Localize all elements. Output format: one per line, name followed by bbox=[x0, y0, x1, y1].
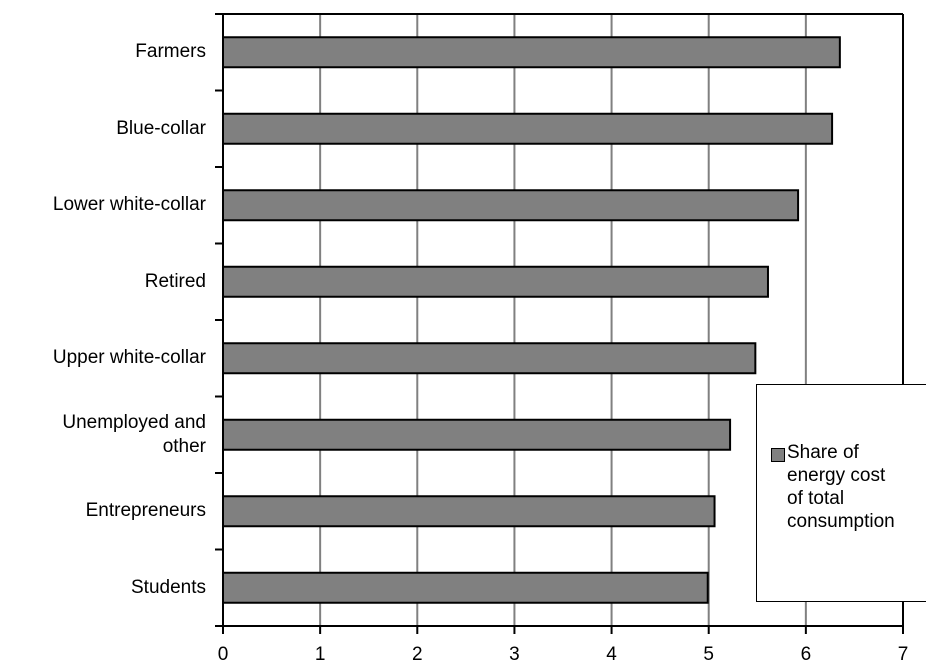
category-label: Students bbox=[131, 576, 206, 598]
x-tick-label: 7 bbox=[898, 644, 909, 664]
bar bbox=[222, 265, 769, 298]
category-label: Unemployed and other bbox=[62, 411, 206, 457]
x-tick-label: 5 bbox=[703, 644, 714, 664]
x-tick-label: 6 bbox=[801, 644, 812, 664]
bar bbox=[222, 342, 757, 375]
bar bbox=[222, 189, 800, 222]
category-label: Upper white-collar bbox=[52, 347, 206, 369]
category-label: Entrepreneurs bbox=[85, 500, 206, 522]
x-tick-label: 4 bbox=[606, 644, 617, 664]
legend: Share of energy cost of total consumptio… bbox=[756, 384, 926, 602]
bar bbox=[222, 571, 709, 604]
x-tick-label: 3 bbox=[509, 644, 520, 664]
x-tick-label: 0 bbox=[218, 644, 229, 664]
legend-swatch bbox=[771, 448, 785, 462]
category-label: Retired bbox=[144, 270, 206, 292]
x-tick-label: 2 bbox=[412, 644, 423, 664]
legend-label: Share of energy cost of total consumptio… bbox=[787, 442, 895, 532]
bar bbox=[222, 495, 716, 528]
bar bbox=[222, 36, 841, 69]
category-label: Lower white-collar bbox=[52, 194, 206, 216]
bar bbox=[222, 112, 834, 145]
bar bbox=[222, 418, 732, 451]
category-label: Blue-collar bbox=[116, 117, 206, 139]
category-label: Farmers bbox=[135, 41, 206, 63]
x-tick-label: 1 bbox=[315, 644, 326, 664]
